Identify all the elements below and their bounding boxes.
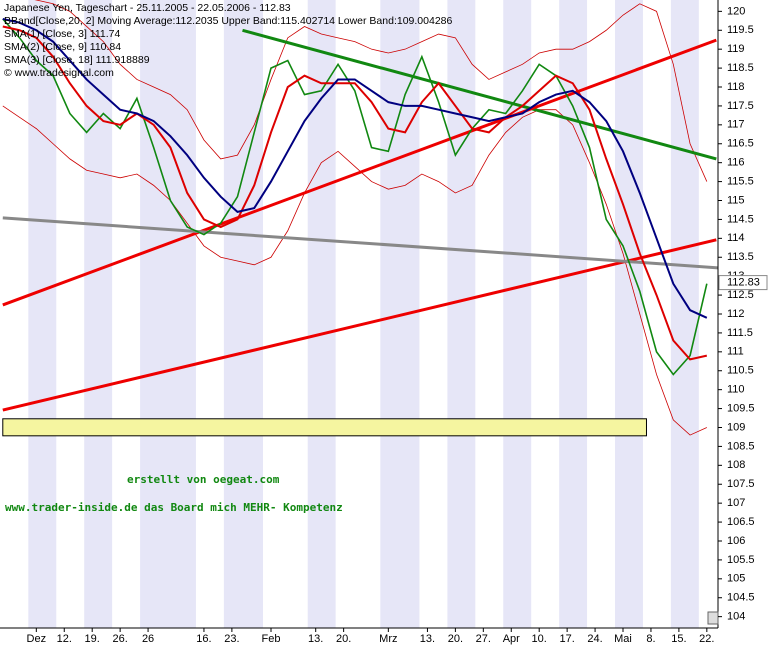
x-tick-label: 13. — [420, 633, 435, 645]
y-tick-label: 116.5 — [727, 138, 754, 150]
x-tick-label: 17. — [559, 633, 574, 645]
y-axis-panel — [718, 0, 775, 648]
x-tick-label: 22. — [699, 633, 714, 645]
series-line — [2, 18, 708, 376]
y-tick-label: 111 — [727, 346, 744, 358]
y-tick-label: 118 — [727, 81, 745, 93]
x-tick-label: 20. — [448, 633, 463, 645]
y-tick-label: 107 — [727, 497, 745, 509]
y-tick-label: 114 — [727, 232, 745, 244]
x-tick-label: Apr — [503, 633, 520, 645]
x-tick-label: 27. — [476, 633, 491, 645]
y-tick-label: 116 — [727, 157, 745, 169]
annotation: erstellt von oegeat.com — [127, 473, 280, 486]
week-stripe — [447, 0, 476, 628]
y-tick-label: 109 — [727, 421, 745, 433]
y-tick-label: 119 — [727, 43, 745, 55]
series-line — [2, 25, 708, 361]
y-tick-label: 105.5 — [727, 554, 755, 566]
x-tick-label: 19. — [85, 633, 100, 645]
legend-entry: SMA(2) [Close, 9] 110.84 — [4, 41, 121, 53]
y-tick-label: 106 — [727, 535, 745, 547]
last-value-box — [718, 275, 768, 291]
x-tick-label: 10. — [532, 633, 547, 645]
week-stripe — [615, 0, 643, 628]
x-tick-label: 8. — [646, 633, 655, 645]
x-tick-label: Mrz — [379, 633, 397, 645]
series-line — [2, 17, 708, 319]
x-tick-label: 20. — [336, 633, 351, 645]
week-stripe — [559, 0, 588, 628]
last-value-label: 112.83 — [727, 277, 760, 289]
y-tick-label: 111.5 — [727, 327, 753, 339]
x-axis-panel — [0, 628, 718, 648]
legend-entry: SMA(3) [Close, 18] 111.918889 — [4, 54, 150, 66]
trend-line — [2, 238, 717, 412]
zone — [2, 418, 647, 437]
y-tick-label: 115 — [727, 194, 745, 206]
legend-entry: BBand[Close,20, 2] Moving Average:112.20… — [4, 15, 453, 27]
annotation: www.trader-inside.de das Board mich MEHR… — [5, 501, 343, 514]
x-tick-label: Mai — [614, 633, 632, 645]
y-tick-label: 117.5 — [727, 100, 754, 112]
bband-lower — [2, 105, 707, 436]
y-tick-label: 105 — [727, 573, 745, 585]
week-stripe — [670, 0, 699, 628]
week-stripe — [307, 0, 336, 628]
x-tick-label: Feb — [262, 633, 281, 645]
week-stripe — [223, 0, 263, 628]
y-tick-label: 106.5 — [727, 516, 755, 528]
x-tick-label: 23. — [224, 633, 239, 645]
trend-line — [242, 28, 717, 161]
week-stripe — [28, 0, 57, 628]
y-tick-label: 112 — [727, 308, 745, 320]
x-tick-label: 15. — [671, 633, 686, 645]
x-tick-label: Dez — [27, 633, 47, 645]
y-tick-label: 104.5 — [727, 592, 755, 604]
y-tick-label: 112.5 — [727, 289, 754, 301]
y-tick-label: 118.5 — [727, 62, 754, 74]
legend-entry: SMA(1) [Close, 3] 111.74 — [4, 28, 120, 40]
bband-upper — [34, 0, 708, 182]
week-stripe — [84, 0, 113, 628]
y-tick-label: 107.5 — [727, 478, 755, 490]
x-tick-label: 13. — [308, 633, 323, 645]
y-tick-label: 117 — [727, 119, 745, 131]
y-tick-label: 120 — [727, 5, 745, 17]
y-tick-label: 109.5 — [727, 402, 755, 414]
x-tick-label: 26. — [112, 633, 127, 645]
y-tick-label: 115.5 — [727, 175, 754, 187]
y-tick-label: 110 — [727, 384, 745, 396]
scroll-button[interactable] — [707, 611, 719, 625]
trend-line — [2, 216, 719, 270]
trend-line — [2, 38, 717, 307]
week-stripe — [503, 0, 532, 628]
y-tick-label: 114.5 — [727, 213, 754, 225]
x-tick-label: 26 — [142, 633, 154, 645]
y-tick-label: 113.5 — [727, 251, 754, 263]
x-tick-label: 16. — [196, 633, 211, 645]
y-tick-label: 108 — [727, 459, 745, 471]
copyright: © www.tradesignal.com — [4, 67, 114, 79]
title: Japanese Yen, Tageschart - 25.11.2005 - … — [4, 2, 291, 14]
x-tick-label: 12. — [57, 633, 72, 645]
y-tick-label: 108.5 — [727, 440, 755, 452]
y-tick-label: 104 — [727, 611, 745, 623]
x-tick-label: 24. — [587, 633, 602, 645]
y-tick-label: 110.5 — [727, 365, 754, 377]
y-tick-label: 119.5 — [727, 24, 754, 36]
week-stripe — [140, 0, 196, 628]
